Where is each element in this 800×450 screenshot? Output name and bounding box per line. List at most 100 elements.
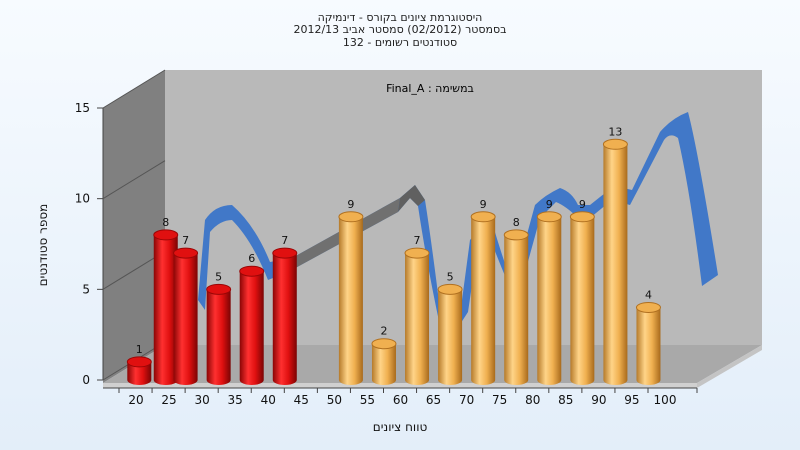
x-tick-label: 65 <box>426 393 441 407</box>
bar-body <box>570 216 595 385</box>
bar-value-label: 13 <box>608 125 622 138</box>
bar-top <box>206 283 232 295</box>
bar-value-label: 7 <box>414 234 421 247</box>
bar-top <box>536 211 562 223</box>
bar <box>206 283 232 385</box>
x-tick-label: 60 <box>393 393 408 407</box>
bar-body <box>371 343 396 385</box>
bar-value-label: 5 <box>447 270 454 283</box>
bar-value-label: 7 <box>182 234 189 247</box>
floor-side-edge <box>697 345 762 388</box>
x-tick-label: 45 <box>294 393 309 407</box>
x-tick-label: 100 <box>654 393 677 407</box>
bar <box>272 247 298 385</box>
chart-title-line-1: היסטוגרמת ציונים בקורס - דינמיקה <box>317 11 483 24</box>
bar-body <box>127 361 152 385</box>
bar-body <box>471 216 496 385</box>
bar-top <box>239 265 265 277</box>
annotation-label: Final_A : במשימה <box>386 82 474 95</box>
bar-body <box>239 271 264 385</box>
bar <box>470 211 496 385</box>
y-tick-label: 15 <box>75 101 90 115</box>
bar <box>371 338 397 385</box>
bar-value-label: 8 <box>162 216 169 229</box>
bar <box>503 229 529 385</box>
bar-body <box>636 307 661 385</box>
bar-body <box>603 144 628 385</box>
bar-value-label: 9 <box>579 198 586 211</box>
bar <box>173 247 199 385</box>
y-tick-label: 5 <box>82 282 90 296</box>
bar <box>126 356 152 385</box>
chart-title-line-2: בסמסטר (02/2012) סמסטר אביב 2012/13 <box>293 23 507 36</box>
bar-value-label: 1 <box>136 343 143 356</box>
y-tick-label: 0 <box>82 373 90 387</box>
x-tick-label: 40 <box>261 393 276 407</box>
x-axis: 20 25 30 35 40 45 50 55 60 65 70 75 80 85 90 95 100 <box>103 387 698 407</box>
bar-value-label: 9 <box>347 198 354 211</box>
x-tick-label: 85 <box>558 393 573 407</box>
bar <box>338 211 364 385</box>
x-tick-label: 50 <box>327 393 342 407</box>
bar-body <box>338 216 363 385</box>
x-tick-label: 20 <box>128 393 143 407</box>
y-grid-diagonal <box>102 69 166 109</box>
bar <box>437 283 463 385</box>
bar-body <box>405 253 430 385</box>
bar-value-label: 2 <box>380 325 387 338</box>
bar-top <box>338 211 364 223</box>
bar-top <box>153 229 179 241</box>
bar-top <box>173 247 199 259</box>
bars <box>126 138 661 385</box>
bar-top <box>470 211 496 223</box>
bar <box>602 138 628 385</box>
bar-body <box>504 234 529 385</box>
left-wall <box>103 70 165 383</box>
bar-value-label: 4 <box>645 288 652 301</box>
x-tick-label: 95 <box>624 393 639 407</box>
x-tick-label: 75 <box>492 393 507 407</box>
floor <box>103 345 762 383</box>
bar <box>569 211 595 385</box>
bar-body <box>272 253 297 385</box>
bar-body <box>438 289 463 385</box>
y-grid-diagonal <box>102 160 166 200</box>
bar-top <box>635 301 661 313</box>
bar-value-label: 7 <box>281 234 288 247</box>
bar <box>153 229 179 385</box>
x-tick-label: 80 <box>525 393 540 407</box>
x-tick-label: 35 <box>228 393 243 407</box>
chart-title-line-3: סטודנטים רשומים - 132 <box>342 36 458 49</box>
bar <box>404 247 430 385</box>
bar-value-label: 9 <box>480 198 487 211</box>
x-tick-label: 90 <box>591 393 606 407</box>
bar-top <box>404 247 430 259</box>
x-tick-label: 25 <box>161 393 176 407</box>
bar-value-label: 9 <box>546 198 553 211</box>
bar-top <box>437 283 463 295</box>
bar-value-label: 8 <box>513 216 520 229</box>
bar-top <box>126 356 152 368</box>
x-axis-title: טווח ציונים <box>373 420 428 434</box>
bar-body <box>206 289 231 385</box>
x-tick-label: 30 <box>194 393 209 407</box>
bar-body <box>537 216 562 385</box>
bar-top <box>602 138 628 150</box>
y-tick-label: 10 <box>75 192 90 206</box>
bar <box>635 301 661 385</box>
bar-top <box>272 247 298 259</box>
bar-top <box>503 229 529 241</box>
bar-value-label: 5 <box>215 270 222 283</box>
bar-top <box>569 211 595 223</box>
bar <box>239 265 265 385</box>
x-tick-label: 70 <box>459 393 474 407</box>
bar-top <box>371 338 397 350</box>
y-axis-title: מספר סטודנטים <box>36 204 50 287</box>
bar-body <box>153 234 178 385</box>
x-tick-label: 55 <box>360 393 375 407</box>
bar-value-label: 6 <box>248 252 255 265</box>
bar <box>536 211 562 385</box>
bar-body <box>173 253 198 385</box>
